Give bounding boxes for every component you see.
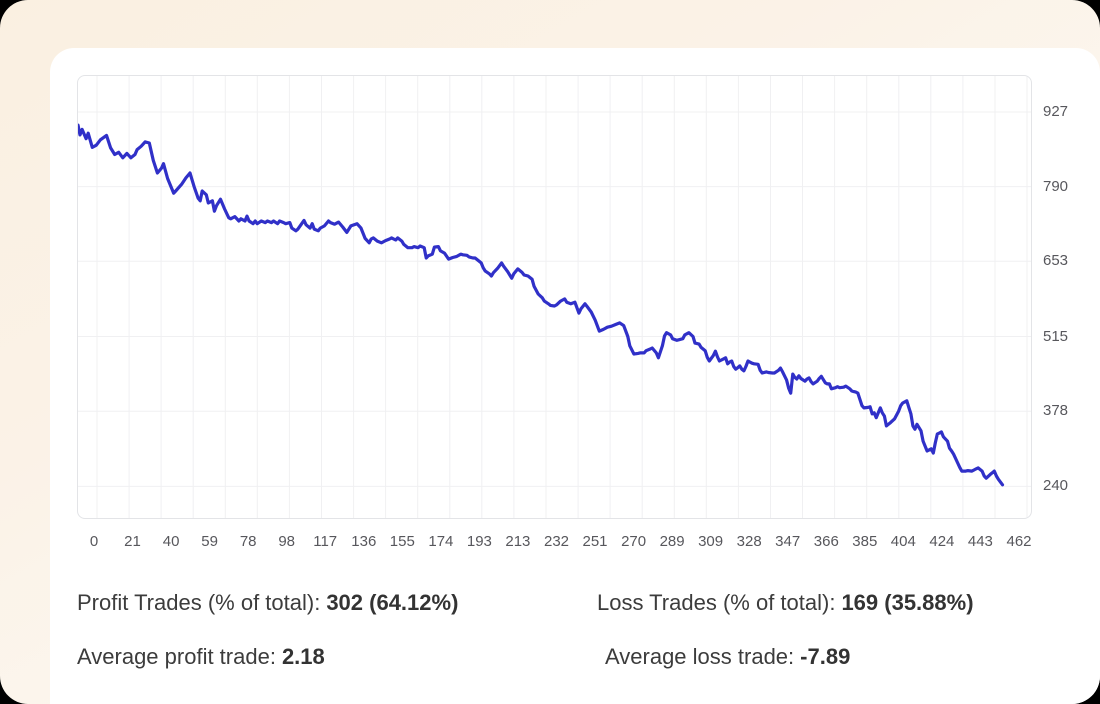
chart-card: 0 21 40 59 78 98 117 136 155 174 193 213 232 251 270 28… [50, 48, 1100, 704]
x-tick-label: 136 [351, 533, 377, 550]
x-tick-label: 289 [659, 533, 685, 550]
x-tick-label: 251 [582, 533, 608, 550]
x-tick-label: 78 [239, 533, 257, 550]
average-profit-value: 2.18 [281, 644, 325, 669]
y-tick-label: 653 [1043, 252, 1069, 270]
loss-trades-stat: Loss Trades (% of total): 169 (35.88%) [597, 589, 974, 617]
loss-trades-value: 169 (35.88%) [841, 590, 974, 615]
equity-curve-chart [77, 75, 1032, 519]
x-tick-label: 232 [543, 533, 570, 550]
trade-statistics: Profit Trades (% of total): 302 (64.12%) … [77, 589, 1077, 697]
average-profit-stat: Average profit trade: 2.18 [77, 643, 597, 671]
profit-trades-value: 302 (64.12%) [326, 590, 459, 615]
average-loss-stat: Average loss trade: -7.89 [605, 643, 850, 671]
x-tick-label: 213 [505, 533, 531, 550]
average-loss-label: Average loss trade: [605, 644, 795, 669]
y-tick-label: 927 [1043, 103, 1069, 120]
loss-trades-label: Loss Trades (% of total): [597, 590, 836, 615]
x-tick-label: 155 [389, 533, 415, 550]
x-tick-label: 404 [890, 533, 916, 550]
x-tick-label: 443 [967, 533, 993, 550]
line-chart-svg [78, 76, 1031, 518]
x-axis-tick-labels: 0 21 40 59 78 98 117 136 155 174 193 213 232 251 270 28… [78, 533, 1032, 551]
x-tick-label: 270 [621, 533, 647, 550]
x-tick-label: 424 [929, 533, 955, 550]
profit-trades-label: Profit Trades (% of total): [77, 590, 321, 615]
y-tick-label: 378 [1043, 402, 1069, 420]
x-tick-label: 385 [852, 533, 878, 550]
x-tick-label: 0 [89, 533, 99, 550]
x-tick-label: 21 [124, 533, 141, 550]
x-tick-label: 462 [1006, 533, 1032, 550]
x-tick-label: 366 [813, 533, 839, 550]
balance-line-series [78, 123, 1005, 487]
profit-trades-stat: Profit Trades (% of total): 302 (64.12%) [77, 589, 597, 617]
x-tick-label: 40 [162, 533, 180, 550]
y-axis-tick-labels: 927 790 653 515 378 240 [1043, 76, 1083, 518]
y-tick-label: 240 [1043, 477, 1069, 495]
stats-row-2: Average profit trade: 2.18 Average loss t… [77, 643, 1077, 671]
average-loss-value: -7.89 [800, 644, 851, 669]
x-tick-label: 193 [466, 533, 492, 550]
y-tick-label: 790 [1043, 177, 1069, 195]
y-tick-label: 515 [1043, 327, 1069, 345]
stats-row-1: Profit Trades (% of total): 302 (64.12%) … [77, 589, 1077, 617]
x-tick-label: 174 [428, 533, 454, 550]
x-tick-label: 59 [201, 533, 218, 550]
average-profit-label: Average profit trade: [77, 644, 276, 669]
x-tick-label: 98 [278, 533, 296, 550]
x-tick-label: 309 [698, 533, 724, 550]
x-tick-label: 347 [775, 533, 801, 550]
x-tick-label: 328 [736, 533, 762, 550]
x-tick-label: 117 [313, 533, 338, 550]
